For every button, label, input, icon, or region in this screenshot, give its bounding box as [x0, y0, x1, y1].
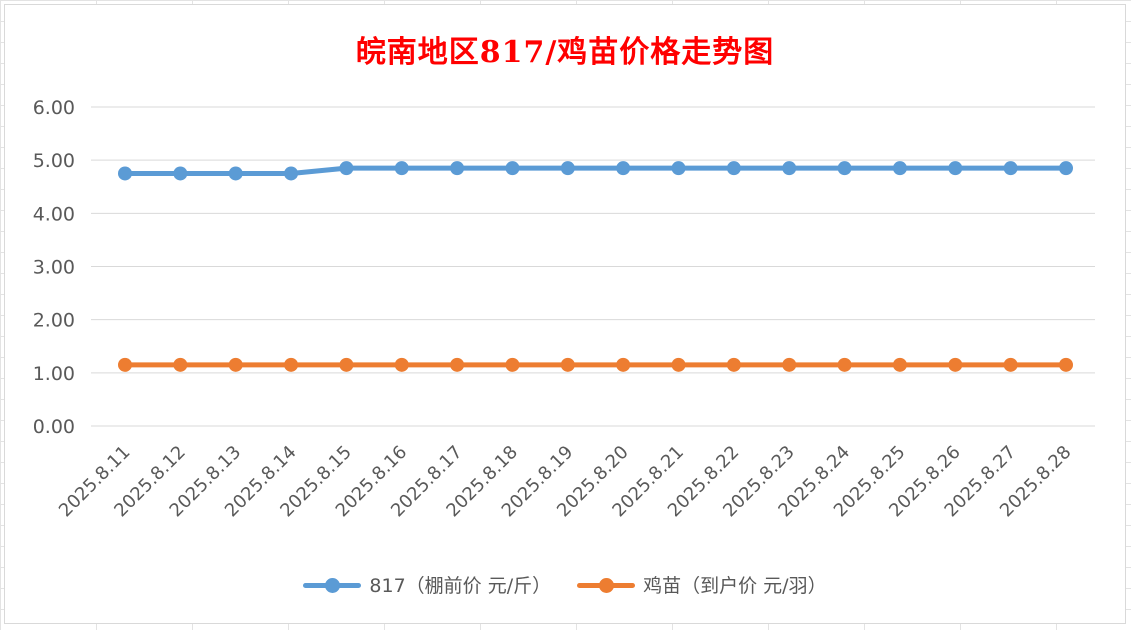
chart-title: 皖南地区817/鸡苗价格走势图 [355, 35, 775, 70]
data-point [505, 357, 520, 372]
data-point [1059, 357, 1073, 372]
y-tick-label: 0.00 [33, 416, 75, 438]
data-point [118, 166, 132, 181]
data-point [892, 357, 907, 372]
data-point [339, 161, 354, 176]
data-point [782, 161, 797, 176]
data-point [671, 357, 686, 372]
data-point [284, 166, 299, 181]
data-point [173, 166, 188, 181]
data-point [394, 161, 409, 176]
data-point [228, 166, 243, 181]
data-point [671, 161, 686, 176]
legend-item-817[interactable]: 817（棚前价 元/斤） [303, 571, 551, 598]
data-point [837, 357, 852, 372]
data-point [948, 161, 963, 176]
data-point [1003, 357, 1018, 372]
data-point [560, 357, 575, 372]
data-point [1059, 161, 1073, 176]
data-point [505, 161, 520, 176]
legend-marker-chick [577, 575, 636, 595]
data-point [892, 161, 907, 176]
data-point [1003, 161, 1018, 176]
legend: 817（棚前价 元/斤） 鸡苗（到户价 元/羽） [5, 571, 1125, 598]
data-point [726, 161, 741, 176]
data-point [616, 357, 631, 372]
data-point [284, 357, 299, 372]
legend-label-817: 817（棚前价 元/斤） [369, 575, 552, 597]
legend-marker-817 [303, 575, 362, 595]
data-point [616, 161, 631, 176]
y-tick-label: 6.00 [33, 97, 75, 119]
data-point [948, 357, 963, 372]
data-point [560, 161, 575, 176]
data-point [782, 357, 797, 372]
plot-area: 0.001.002.003.004.005.006.002025.8.11202… [33, 97, 1095, 521]
data-point [228, 357, 243, 372]
y-tick-label: 4.00 [33, 203, 75, 225]
legend-label-chick: 鸡苗（到户价 元/羽） [643, 575, 827, 597]
data-point [450, 161, 465, 176]
data-point [173, 357, 188, 372]
data-point [450, 357, 465, 372]
legend-item-chick[interactable]: 鸡苗（到户价 元/羽） [577, 571, 827, 598]
data-point [339, 357, 354, 372]
data-point [394, 357, 409, 372]
data-point [726, 357, 741, 372]
y-tick-label: 1.00 [33, 363, 75, 385]
series-line-0 [122, 165, 1069, 176]
y-tick-label: 2.00 [33, 310, 75, 332]
y-tick-label: 5.00 [33, 150, 75, 172]
chart-area[interactable]: 皖南地区817/鸡苗价格走势图 0.00 1.00 2.00 3.00 4.00 5.00… [4, 4, 1126, 624]
data-point [837, 161, 852, 176]
y-tick-label: 3.00 [33, 257, 75, 279]
data-point [118, 357, 132, 372]
